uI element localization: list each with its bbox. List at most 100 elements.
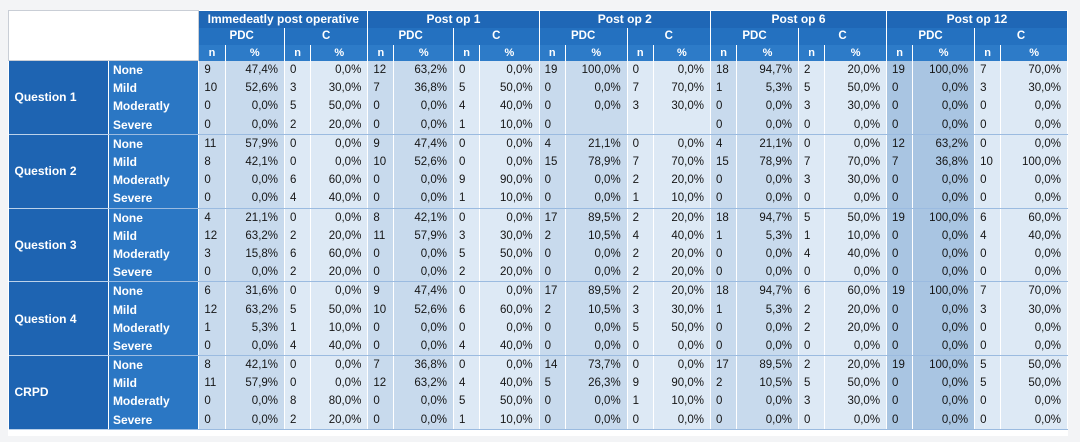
count-cell[interactable]: 0 (367, 410, 395, 430)
count-cell[interactable]: 0 (798, 134, 826, 153)
count-cell[interactable]: 0 (453, 152, 481, 172)
percent-cell[interactable]: 5,3% (736, 300, 799, 319)
percent-cell[interactable]: 30,0% (824, 171, 888, 190)
count-cell[interactable]: 2 (539, 300, 566, 319)
percent-cell[interactable]: 63,2% (912, 134, 976, 153)
percent-cell[interactable]: 0,0% (912, 410, 976, 430)
percent-cell[interactable]: 26,3% (565, 374, 628, 393)
percent-cell[interactable]: 30,0% (1000, 79, 1068, 98)
percent-cell[interactable]: 89,5% (565, 208, 628, 227)
percent-cell[interactable]: 40,0% (479, 336, 540, 356)
count-cell[interactable]: 0 (798, 263, 826, 283)
percent-cell[interactable]: 52,6% (225, 79, 286, 98)
percent-cell[interactable]: 57,9% (225, 134, 286, 153)
percent-cell[interactable]: 100,0% (912, 355, 976, 375)
percent-cell[interactable]: 100,0% (912, 281, 976, 301)
percent-cell[interactable]: 20,0% (310, 410, 369, 430)
severity-label[interactable]: Moderatly (108, 244, 200, 264)
percent-cell[interactable]: 94,7% (736, 60, 799, 80)
percent-cell[interactable]: 0,0% (393, 318, 454, 337)
percent-cell[interactable]: 10,0% (479, 189, 540, 209)
percent-cell[interactable]: 30,0% (479, 226, 540, 245)
percent-cell[interactable]: 30,0% (1000, 300, 1068, 319)
percent-cell[interactable]: 94,7% (736, 208, 799, 227)
percent-cell[interactable]: 70,0% (824, 152, 888, 172)
percent-cell[interactable]: 0,0% (912, 79, 976, 98)
count-cell[interactable]: 3 (627, 97, 654, 116)
severity-label[interactable]: None (108, 281, 200, 301)
count-cell[interactable]: 3 (974, 300, 1002, 319)
percent-cell[interactable]: 70,0% (1000, 281, 1068, 301)
count-cell[interactable]: 0 (710, 171, 738, 190)
count-cell[interactable]: 5 (974, 374, 1002, 393)
count-cell[interactable]: 4 (284, 336, 312, 356)
percent-cell[interactable]: 0,0% (310, 134, 369, 153)
count-cell[interactable]: 17 (710, 355, 738, 375)
count-cell[interactable]: 0 (974, 410, 1002, 430)
count-cell[interactable]: 0 (974, 97, 1002, 116)
count-cell[interactable]: 0 (886, 263, 914, 283)
percent-cell[interactable]: 60,0% (310, 171, 369, 190)
percent-cell[interactable]: 0,0% (736, 318, 799, 337)
count-cell[interactable]: 1 (198, 318, 226, 337)
percent-cell[interactable]: 10,0% (653, 392, 711, 411)
count-cell[interactable]: 6 (198, 281, 226, 301)
percent-cell[interactable]: 0,0% (479, 355, 540, 375)
percent-cell[interactable]: 0,0% (824, 336, 888, 356)
percent-cell[interactable]: 89,5% (736, 355, 799, 375)
percent-cell[interactable]: 0,0% (912, 189, 976, 209)
percent-cell[interactable]: 52,6% (393, 152, 454, 172)
percent-cell[interactable]: 40,0% (1000, 226, 1068, 245)
corner-cell[interactable] (8, 10, 200, 61)
count-cell[interactable]: 0 (284, 134, 312, 153)
count-cell[interactable]: 17 (539, 208, 566, 227)
percent-cell[interactable]: 0,0% (736, 263, 799, 283)
percent-cell[interactable]: 0,0% (479, 281, 540, 301)
severity-label[interactable]: Severe (108, 115, 200, 135)
count-cell[interactable]: 0 (539, 318, 566, 337)
count-cell[interactable]: 18 (710, 208, 738, 227)
percent-cell[interactable]: 0,0% (1000, 336, 1068, 356)
percent-cell[interactable]: 0,0% (225, 97, 286, 116)
count-cell[interactable]: 2 (453, 263, 481, 283)
count-cell[interactable]: 0 (974, 189, 1002, 209)
percent-cell[interactable]: 20,0% (653, 263, 711, 283)
severity-label[interactable]: Moderatly (108, 97, 200, 116)
percent-cell[interactable]: 0,0% (653, 410, 711, 430)
percent-cell[interactable]: 100,0% (912, 208, 976, 227)
severity-label[interactable]: Mild (108, 79, 200, 98)
percent-cell[interactable]: 0,0% (736, 244, 799, 264)
percent-cell[interactable] (653, 115, 711, 135)
percent-cell[interactable]: 0,0% (912, 115, 976, 135)
percent-cell[interactable]: 60,0% (310, 244, 369, 264)
count-cell[interactable]: 0 (284, 281, 312, 301)
count-cell[interactable]: 0 (539, 336, 566, 356)
percent-cell[interactable]: 47,4% (393, 281, 454, 301)
question-label[interactable]: Question 3 (8, 208, 109, 283)
count-cell[interactable]: 2 (284, 226, 312, 245)
percent-cell[interactable]: 100,0% (912, 60, 976, 80)
count-cell[interactable] (627, 115, 654, 135)
count-cell[interactable]: 0 (710, 189, 738, 209)
count-cell[interactable]: 0 (367, 318, 395, 337)
percent-cell[interactable]: 0,0% (565, 318, 628, 337)
count-cell[interactable]: 0 (627, 410, 654, 430)
count-cell[interactable]: 2 (798, 318, 826, 337)
count-cell[interactable]: 0 (539, 392, 566, 411)
percent-cell[interactable]: 78,9% (736, 152, 799, 172)
percent-cell[interactable]: 40,0% (479, 97, 540, 116)
percent-cell[interactable]: 20,0% (653, 244, 711, 264)
percent-cell[interactable]: 10,0% (653, 189, 711, 209)
percent-cell[interactable]: 20,0% (653, 171, 711, 190)
percent-cell[interactable]: 0,0% (1000, 189, 1068, 209)
count-cell[interactable]: 0 (539, 410, 566, 430)
count-cell[interactable]: 4 (798, 244, 826, 264)
percent-cell[interactable]: 20,0% (310, 263, 369, 283)
count-cell[interactable]: 0 (886, 97, 914, 116)
percent-cell[interactable]: 20,0% (824, 318, 888, 337)
percent-cell[interactable]: 0,0% (1000, 115, 1068, 135)
count-cell[interactable]: 10 (198, 79, 226, 98)
count-cell[interactable]: 9 (453, 171, 481, 190)
count-cell[interactable]: 0 (627, 60, 654, 80)
count-cell[interactable]: 19 (539, 60, 566, 80)
